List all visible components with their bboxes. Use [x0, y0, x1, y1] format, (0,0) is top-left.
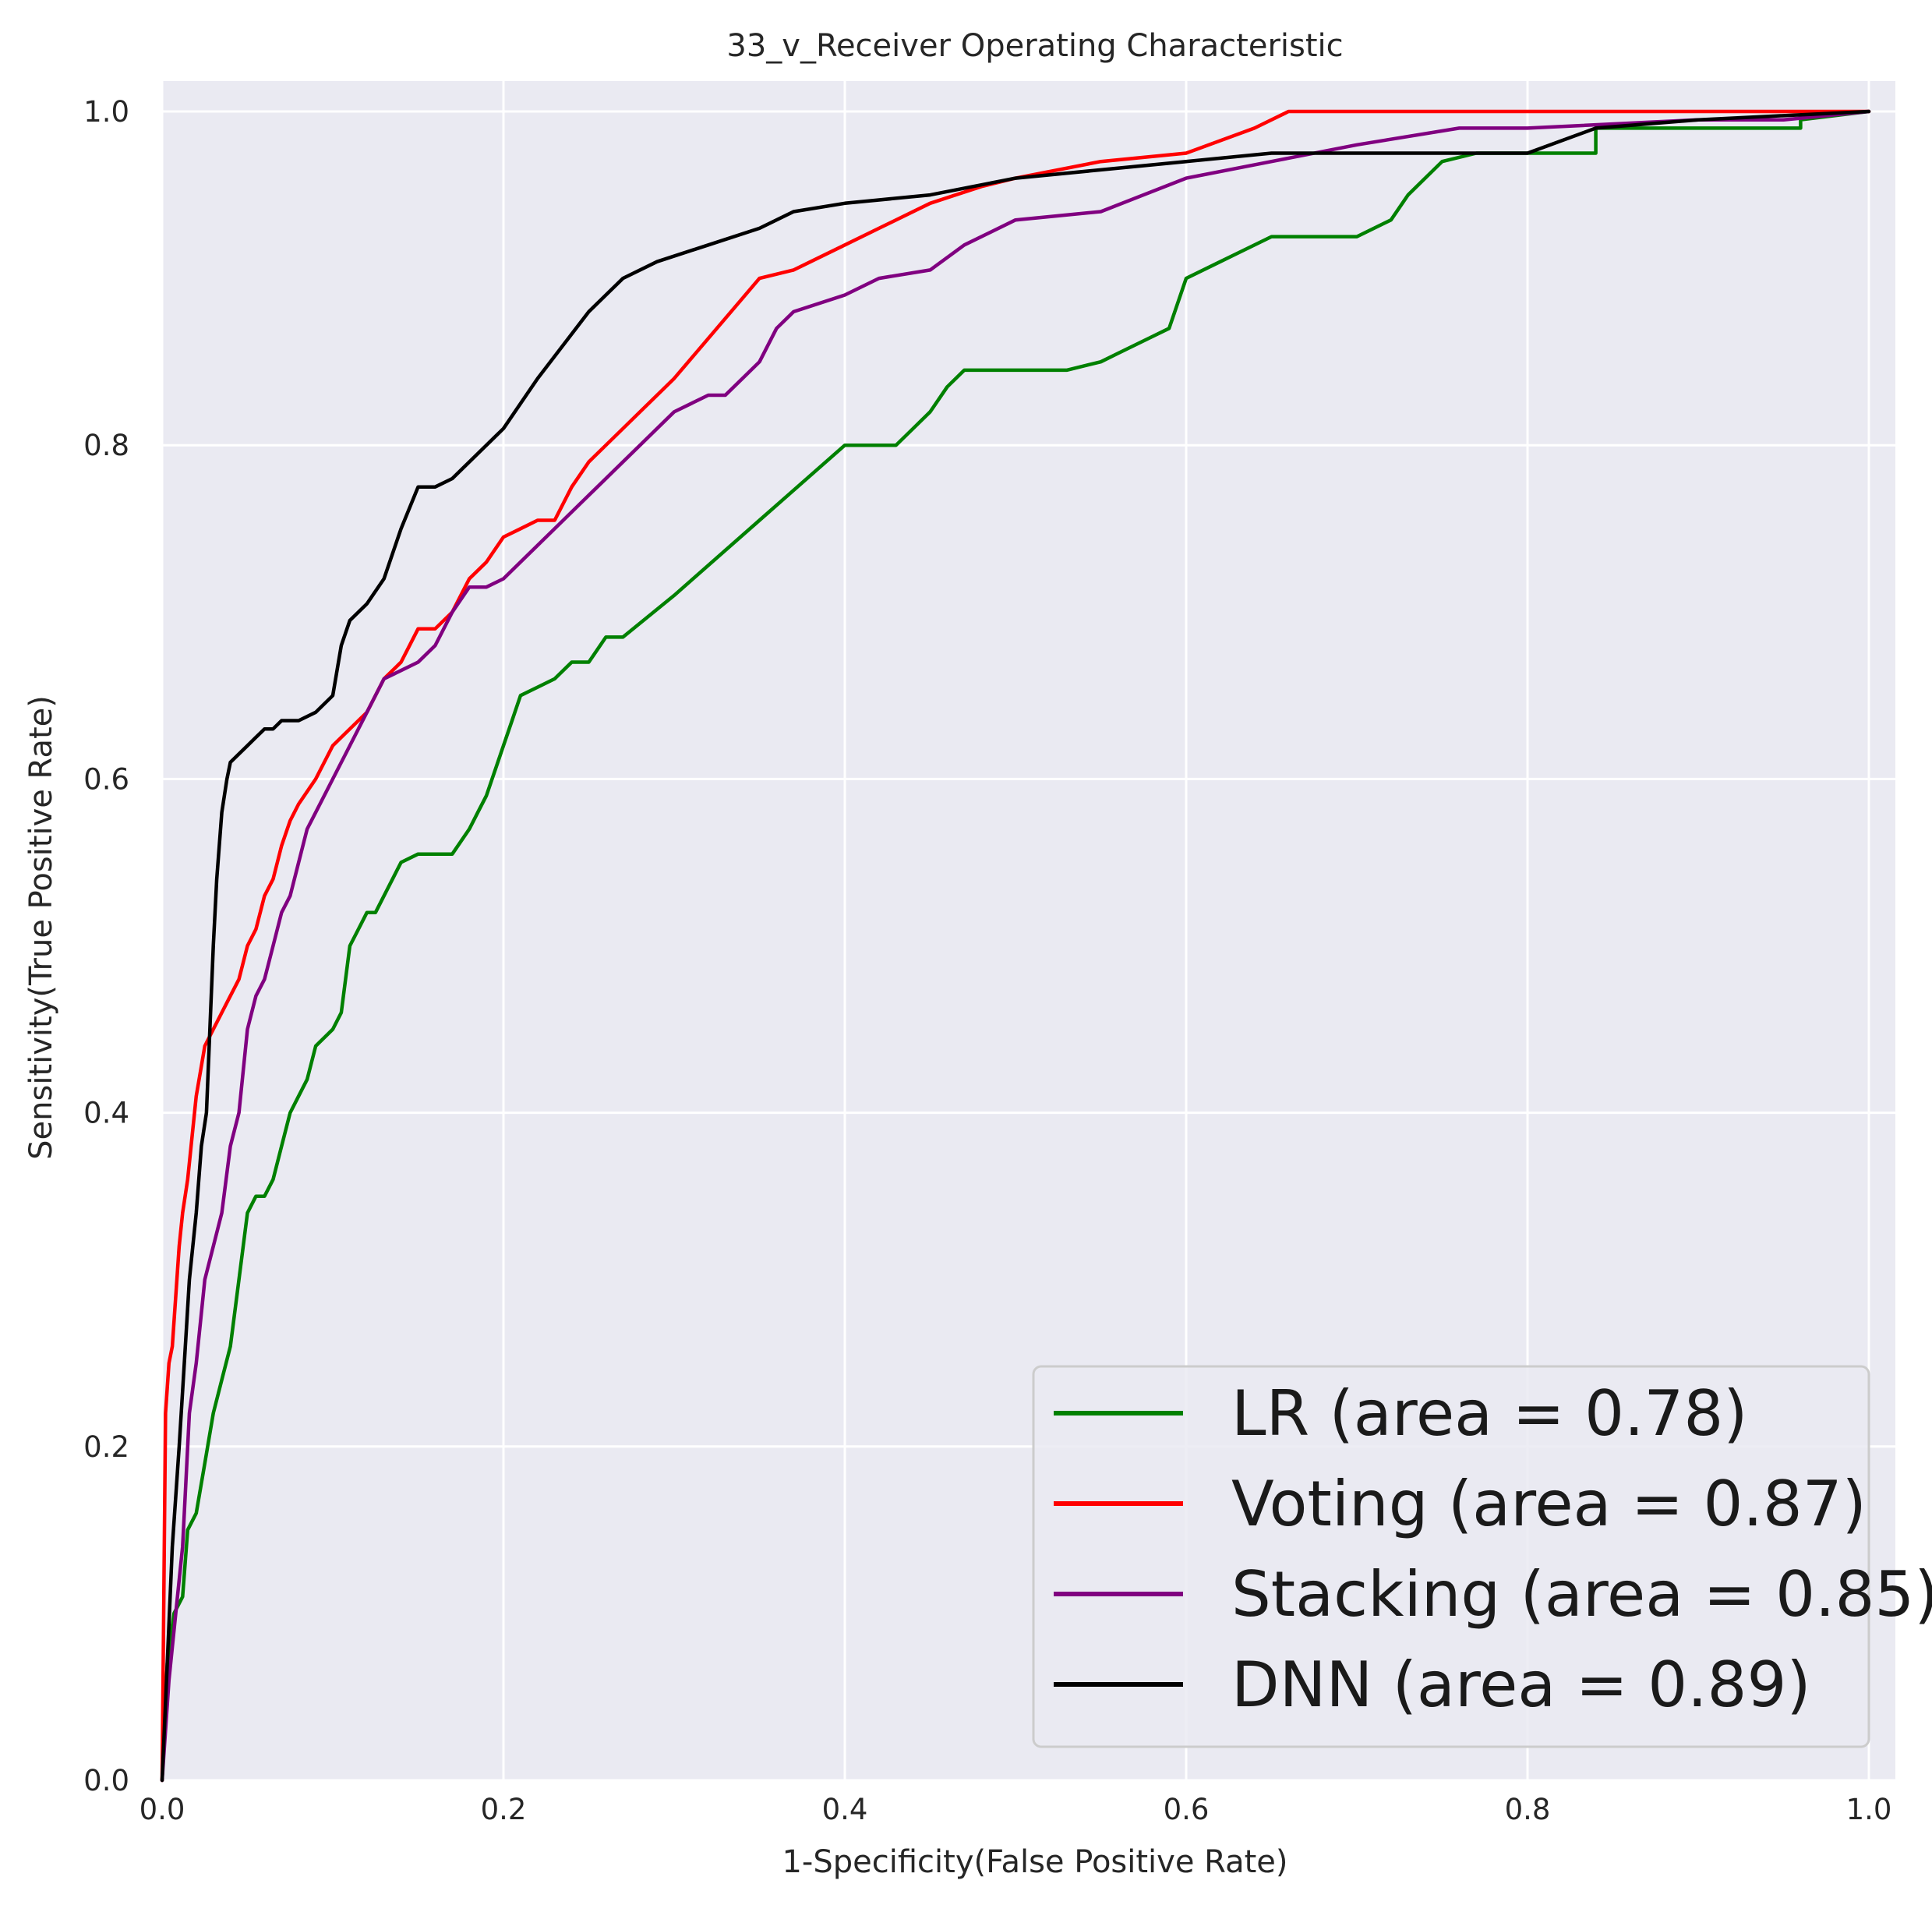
series-lines [160, 109, 1871, 1783]
y-tick-label: 0.6 [83, 762, 129, 796]
series-line-dnn [160, 109, 1871, 1783]
legend-label-stacking: Stacking (area = 0.85) [1231, 1558, 1932, 1631]
series-line-voting [160, 109, 1871, 1783]
y-tick-label: 1.0 [83, 95, 129, 129]
legend-label-lr: LR (area = 0.78) [1231, 1377, 1747, 1450]
x-tick-label: 1.0 [1846, 1793, 1892, 1826]
y-tick-label: 0.8 [83, 429, 129, 462]
chart-title: 33_v_Receiver Operating Characteristic [726, 28, 1343, 64]
gridlines [161, 81, 1895, 1782]
x-axis-label: 1-Specificity(False Positive Rate) [782, 1844, 1287, 1880]
y-tick-label: 0.0 [83, 1764, 129, 1797]
legend-box [1032, 1365, 1870, 1748]
series-line-stacking [160, 109, 1871, 1783]
x-tick-label: 0.0 [140, 1793, 185, 1826]
x-tick-label: 0.2 [481, 1793, 527, 1826]
legend: LR (area = 0.78) Voting (area = 0.87) Stac… [1032, 1365, 1932, 1748]
y-axis-label: Sensitivity(True Positive Rate) [23, 695, 59, 1160]
x-tick-labels: 0.0 0.2 0.4 0.6 0.8 1.0 [140, 1793, 1892, 1826]
x-tick-label: 0.8 [1505, 1793, 1551, 1826]
series-line-lr [160, 109, 1871, 1783]
y-tick-label: 0.2 [83, 1430, 129, 1464]
x-tick-label: 0.4 [822, 1793, 868, 1826]
legend-label-voting: Voting (area = 0.87) [1231, 1468, 1867, 1540]
x-tick-label: 0.6 [1164, 1793, 1210, 1826]
y-tick-labels: 0.0 0.2 0.4 0.6 0.8 1.0 [83, 95, 129, 1797]
legend-label-dnn: DNN (area = 0.89) [1231, 1649, 1811, 1721]
y-tick-label: 0.4 [83, 1097, 129, 1130]
